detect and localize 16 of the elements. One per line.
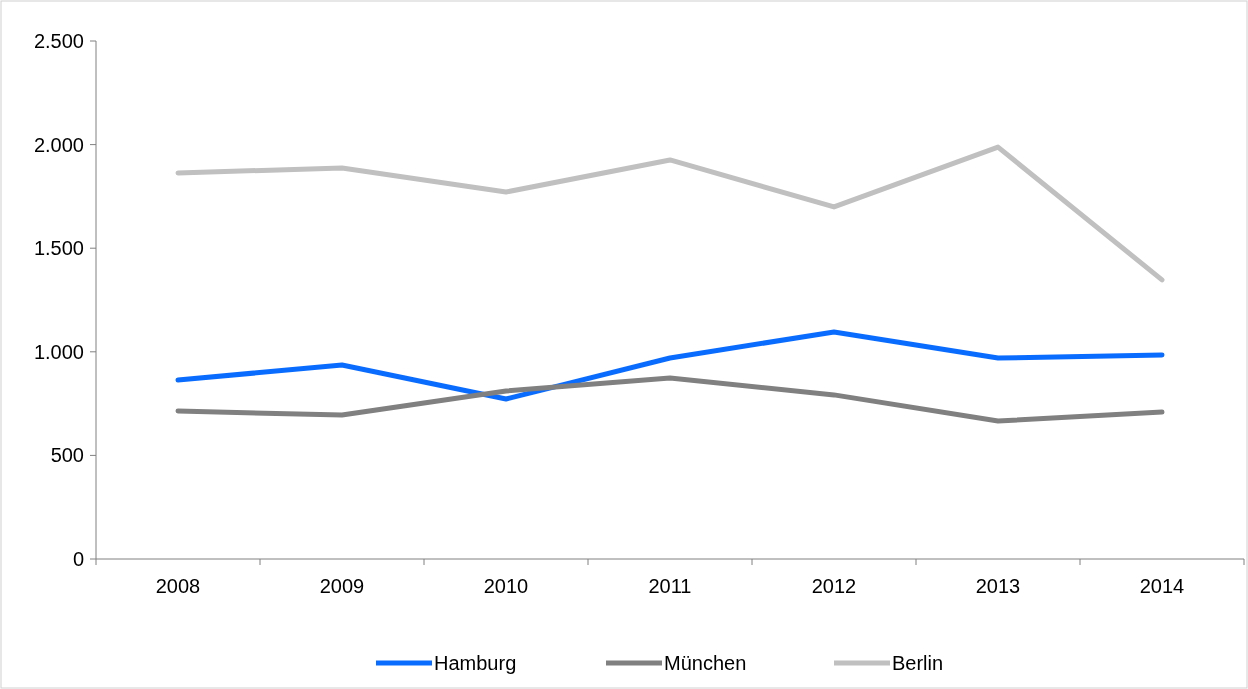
y-tick-label: 500 (50, 444, 84, 467)
y-tick-label: 2.500 (33, 30, 84, 52)
x-tick-label: 2010 (483, 575, 529, 597)
x-tick-label: 2009 (319, 575, 365, 597)
x-tick-label: 2014 (1139, 575, 1185, 597)
legend-label: München (664, 652, 747, 674)
legend-label: Berlin (892, 652, 944, 674)
y-tick-label: 1.500 (33, 237, 84, 260)
y-tick-label: 1.000 (33, 340, 84, 363)
x-tick-label: 2008 (155, 575, 201, 597)
y-tick-label: 0 (72, 548, 84, 570)
x-tick-label: 2011 (648, 575, 692, 597)
legend-label: Hamburg (434, 652, 517, 674)
y-tick-label: 2.000 (33, 133, 84, 156)
x-tick-label: 2012 (811, 575, 857, 597)
x-tick-label: 2013 (975, 575, 1021, 597)
